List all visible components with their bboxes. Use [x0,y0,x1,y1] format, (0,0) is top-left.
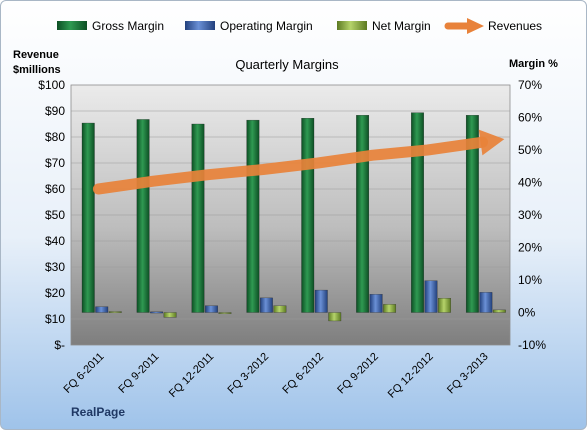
right-tick-label: 20% [518,241,542,255]
legend-item-net-margin: Net Margin [337,19,431,33]
gross-margin-bar [246,119,260,313]
left-axis-ticks: $- $10 $20 $30 $40 $50 $60 $70 $80 $90 $100 [38,78,65,352]
legend-label-revenues: Revenues [488,19,542,33]
operating-margin-bar [479,292,493,313]
legend-label-operating: Operating Margin [220,19,313,33]
legend: Gross Margin Operating Margin Net Margin… [57,18,542,34]
net-margin-bar [438,298,451,313]
legend-arrowhead-revenues [467,18,484,34]
gross-margin-bar [356,115,370,313]
gross-margin-bar [81,122,95,313]
left-tick-label: $10 [45,312,65,326]
x-tick-label: FQ 12-2012 [386,351,436,401]
right-tick-label: 60% [518,111,542,125]
operating-margin-bar [369,294,383,313]
gross-margin-bar [136,119,150,313]
left-tick-label: $- [54,338,65,352]
brand-label: RealPage [71,405,125,419]
x-tick-label: FQ 9-2011 [116,351,161,396]
x-tick-label: FQ 3-2013 [445,351,491,397]
left-axis-title-line1: Revenue [13,49,59,61]
left-tick-label: $50 [45,208,65,222]
x-axis-ticks: FQ 6-2011 FQ 9-2011 FQ 12-2011 FQ 3-2012 FQ … [61,351,490,401]
gross-margin-bar [191,123,205,313]
operating-margin-bar [259,297,273,313]
net-margin-bar [328,312,342,322]
right-tick-label: 40% [518,176,542,190]
net-margin-bar [163,312,177,318]
right-tick-label: 30% [518,208,542,222]
net-margin-bar [108,311,122,313]
left-tick-label: $100 [38,78,65,92]
operating-margin-bar [205,305,218,313]
right-axis-ticks: -10% 0% 10% 20% 30% 40% 50% 60% 70% [518,78,546,352]
left-tick-label: $60 [45,182,65,196]
net-margin-bar [273,305,287,313]
legend-item-operating-margin: Operating Margin [185,19,313,33]
gross-margin-bar [465,115,479,313]
legend-swatch-net [337,21,367,30]
left-axis-title-line2: $millions [13,64,61,76]
left-tick-label: $30 [45,260,65,274]
left-tick-label: $20 [45,286,65,300]
net-margin-bar [218,312,232,314]
gross-margin-bar [411,112,424,313]
x-tick-label: FQ 6-2012 [280,351,326,397]
operating-margin-bar [424,280,438,313]
right-axis-title: Margin % [509,58,558,70]
net-margin-bar [383,304,397,313]
right-tick-label: -10% [518,338,546,352]
x-tick-label: FQ 6-2011 [61,351,106,396]
right-tick-label: 50% [518,143,542,157]
revenues-line [92,136,489,195]
net-margin-bar [492,309,506,313]
left-tick-label: $40 [45,234,65,248]
left-tick-label: $70 [45,156,65,170]
operating-margin-bar [95,306,109,313]
legend-swatch-operating [185,21,215,30]
legend-item-gross-margin: Gross Margin [57,19,164,33]
x-tick-label: FQ 3-2012 [226,351,272,397]
left-tick-label: $80 [45,130,65,144]
right-tick-label: 0% [518,306,536,320]
legend-item-revenues: Revenues [444,18,542,34]
legend-swatch-gross [57,21,87,30]
right-tick-label: 70% [518,78,542,92]
legend-label-net: Net Margin [372,19,431,33]
legend-label-gross: Gross Margin [92,19,164,33]
x-tick-label: FQ 12-2011 [167,351,216,400]
operating-margin-bar [314,289,328,313]
right-tick-label: 10% [518,273,542,287]
gross-margin-bar [301,118,315,313]
operating-margin-bar [150,311,164,314]
revenue-series [92,129,505,195]
chart-title: Quarterly Margins [235,57,339,72]
x-tick-label: FQ 9-2012 [335,351,381,397]
left-tick-label: $90 [45,104,65,118]
revenues-arrowhead [478,129,505,156]
